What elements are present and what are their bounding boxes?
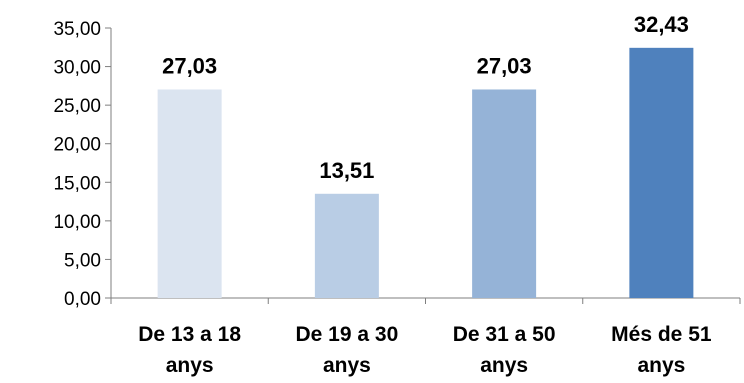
y-tick-label: 25,00 (53, 96, 101, 117)
bar (629, 47, 694, 298)
y-tick-label: 0,00 (64, 289, 101, 310)
y-tick-label: 15,00 (53, 173, 101, 194)
y-tick-label: 10,00 (53, 212, 101, 233)
y-tick-label: 5,00 (64, 250, 101, 271)
bar (157, 89, 222, 299)
data-label: 27,03 (477, 53, 532, 78)
x-tick-label: De 19 a 30 (296, 323, 399, 346)
x-tick-label: Més de 51 (611, 323, 712, 346)
y-tick-label: 20,00 (53, 135, 101, 156)
x-tick-label: anys (637, 354, 685, 377)
x-tick-label: anys (323, 354, 371, 377)
x-tick-label: anys (166, 354, 214, 377)
x-tick-label: De 13 a 18 (138, 323, 241, 346)
y-tick-label: 30,00 (53, 58, 101, 79)
x-tick-label: anys (480, 354, 528, 377)
y-tick-label: 35,00 (53, 19, 101, 40)
data-label: 27,03 (162, 53, 217, 78)
data-labels: 27,03 13,51 27,03 32,43 (162, 12, 689, 183)
bars (157, 47, 694, 299)
data-label: 32,43 (634, 12, 689, 37)
x-axis: De 13 a 18 anys De 19 a 30 anys De 31 a 50 an… (110, 297, 741, 377)
bar (472, 89, 537, 299)
y-axis: 0,00 5,00 10,00 15,00 20,00 25,00 30,00 35,00 (53, 19, 112, 310)
bar (314, 193, 379, 298)
data-label: 13,51 (319, 158, 374, 183)
x-tick-label: De 31 a 50 (453, 323, 556, 346)
